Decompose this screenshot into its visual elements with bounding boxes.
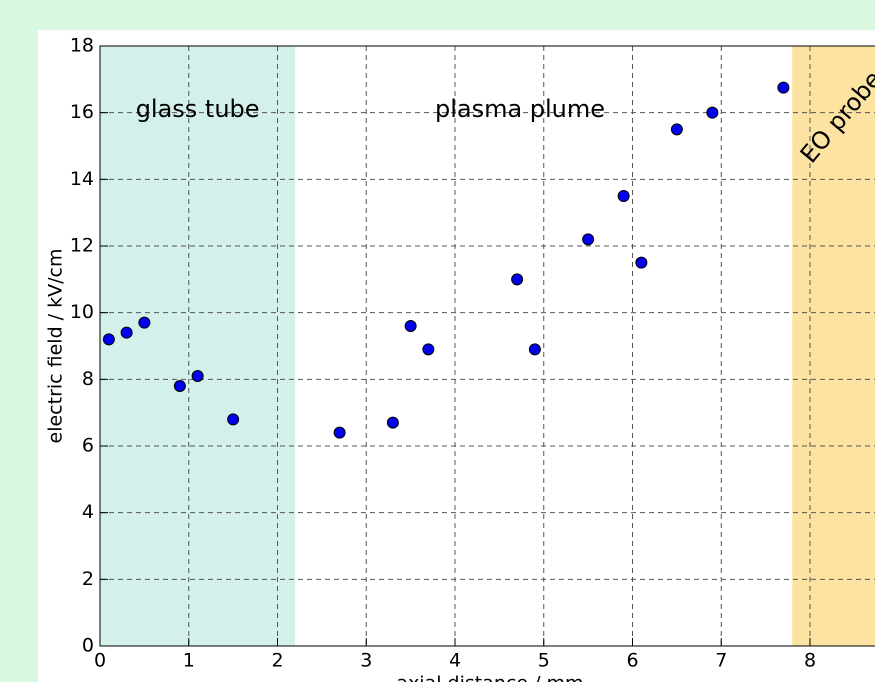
point — [386, 416, 399, 429]
x-tick-label: 3 — [360, 650, 372, 672]
x-tick-label: 2 — [271, 650, 283, 672]
point — [191, 370, 204, 382]
points — [102, 81, 790, 439]
region-label: glass tube — [136, 95, 260, 123]
x-tick-label: 4 — [449, 650, 461, 672]
x-tick-label: 7 — [715, 650, 727, 672]
point — [173, 380, 186, 392]
plot-frame — [99, 45, 875, 647]
point — [511, 273, 524, 286]
point — [102, 333, 115, 346]
point — [635, 256, 648, 269]
x-tick-label: 6 — [626, 650, 638, 672]
point — [120, 326, 133, 339]
point — [617, 190, 630, 202]
point — [422, 343, 435, 356]
x-tick-label: 8 — [804, 650, 816, 672]
y-tick-label: 18 — [70, 35, 94, 57]
point — [404, 320, 417, 332]
point — [227, 413, 240, 426]
point — [582, 233, 595, 246]
point — [333, 426, 346, 439]
point — [777, 81, 790, 94]
point — [138, 316, 151, 329]
y-tick-label: 16 — [70, 101, 94, 123]
y-tick-label: 0 — [82, 635, 94, 657]
regions — [100, 46, 875, 646]
y-axis-label: electric field / kV/cm — [45, 249, 67, 444]
point — [528, 343, 541, 356]
region-label: plasma plume — [435, 95, 605, 123]
y-tick-label: 12 — [70, 235, 94, 257]
point — [706, 106, 719, 119]
x-tick-label: 0 — [94, 650, 106, 672]
grid — [99, 45, 875, 647]
y-tick-label: 10 — [70, 301, 94, 323]
y-tick-label: 2 — [82, 568, 94, 590]
region — [100, 46, 296, 646]
y-tick-label: 8 — [82, 368, 94, 390]
y-tick-label: 4 — [82, 501, 94, 523]
point — [670, 123, 683, 136]
region — [792, 46, 875, 646]
y-tick-label: 6 — [82, 435, 94, 457]
x-axis-label: axial distance / mm — [396, 673, 583, 682]
x-tick-label: 5 — [538, 650, 550, 672]
y-tick-label: 14 — [70, 168, 94, 190]
x-tick-label: 1 — [183, 650, 195, 672]
